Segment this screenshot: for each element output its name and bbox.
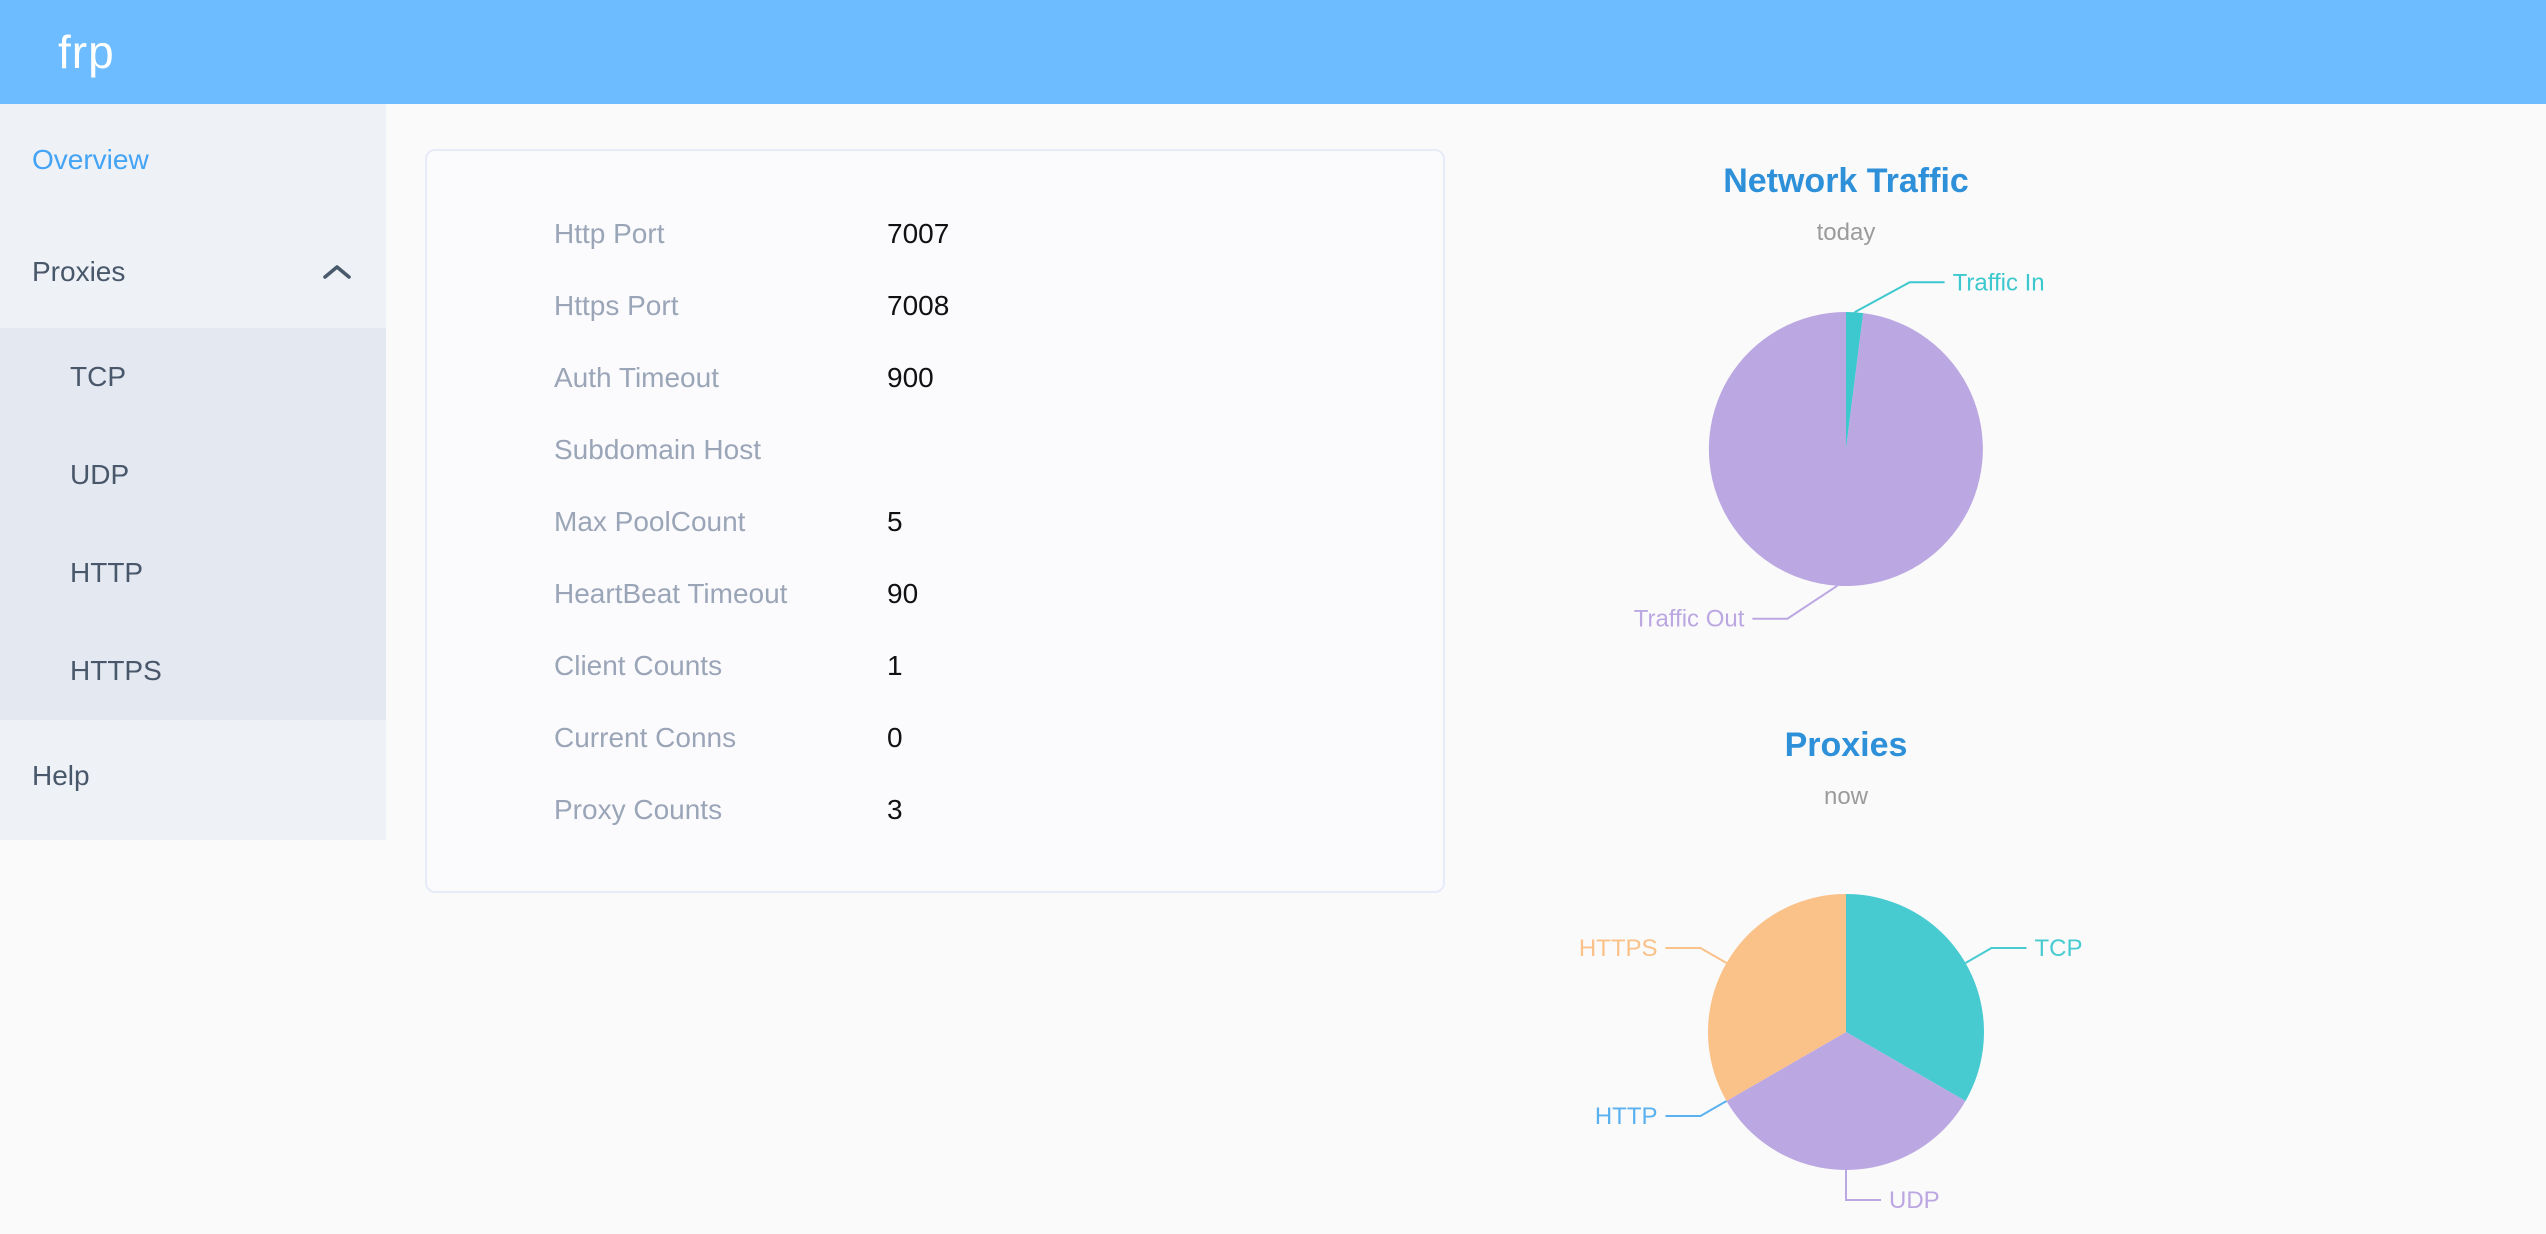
sidebar: Overview Proxies TCP UDP HTTP HTTPS Help — [0, 104, 386, 840]
label-udp: UDP — [1889, 1187, 1940, 1214]
label-https: HTTPS — [1579, 935, 1658, 962]
server-config-card: Http Port 7007 Https Port 7008 Auth Timeout 9… — [425, 149, 1445, 893]
leader-line-udp — [1845, 1170, 1881, 1201]
chart-title: Network Traffic — [1723, 162, 1969, 200]
sidebar-item-proxies[interactable]: Proxies — [0, 216, 386, 328]
proxies-chart: Proxies now TCP UDP HTTP HTTPS — [1579, 726, 2083, 1214]
config-label: Proxy Counts — [554, 794, 723, 825]
proxies-submenu: TCP UDP HTTP HTTPS — [0, 328, 386, 720]
config-value: 7007 — [887, 218, 950, 249]
label-tcp: TCP — [2034, 935, 2082, 962]
config-row-auth-timeout: Auth Timeout 900 — [427, 342, 1443, 414]
server-config-rows: Http Port 7007 Https Port 7008 Auth Timeout 9… — [427, 198, 1443, 846]
config-label: Current Conns — [554, 722, 737, 753]
sidebar-item-overview[interactable]: Overview — [0, 104, 386, 216]
sidebar-item-label: Help — [32, 760, 90, 791]
chart-subtitle: now — [1824, 783, 1869, 810]
config-value: 90 — [887, 578, 919, 609]
config-row-http-port: Http Port 7007 — [427, 198, 1443, 270]
config-value: 0 — [887, 722, 903, 753]
network-traffic-chart: Network Traffic today Traffic In Traffic Ou… — [1634, 162, 2045, 633]
config-row-proxy-counts: Proxy Counts 3 — [427, 774, 1443, 846]
sidebar-item-label: Overview — [32, 144, 149, 175]
sidebar-item-label: HTTPS — [70, 655, 162, 686]
config-label: HeartBeat Timeout — [554, 578, 788, 609]
config-value: 7008 — [887, 290, 950, 321]
slice-traffic-out[interactable] — [1708, 311, 1983, 586]
sidebar-item-label: HTTP — [70, 557, 144, 588]
chart-subtitle: today — [1817, 219, 1876, 246]
config-value: 900 — [887, 362, 934, 393]
app-header: frp — [0, 0, 2546, 104]
config-label: Client Counts — [554, 650, 723, 681]
sidebar-item-tcp[interactable]: TCP — [0, 328, 386, 426]
sidebar-item-label: UDP — [70, 459, 130, 490]
leader-line-http — [1665, 1100, 1727, 1117]
config-label: Subdomain Host — [554, 434, 762, 465]
label-traffic-out: Traffic Out — [1634, 606, 1745, 633]
slice-https[interactable] — [1708, 894, 1846, 1101]
sidebar-item-help[interactable]: Help — [0, 720, 386, 832]
sidebar-item-label: TCP — [70, 361, 126, 392]
chevron-up-icon — [323, 265, 351, 279]
config-value: 5 — [887, 506, 903, 537]
chart-title: Proxies — [1785, 726, 1908, 764]
config-label: Max PoolCount — [554, 506, 746, 537]
leader-line-tcp — [1965, 947, 2027, 964]
sidebar-item-udp[interactable]: UDP — [0, 426, 386, 524]
config-row-subdomain-host: Subdomain Host — [427, 414, 1443, 486]
label-traffic-in: Traffic In — [1953, 269, 2045, 296]
slice-tcp[interactable] — [1846, 894, 1984, 1101]
leader-line-traffic-out — [1752, 584, 1838, 620]
config-row-https-port: Https Port 7008 — [427, 270, 1443, 342]
leader-line-traffic-in — [1854, 281, 1945, 314]
config-row-max-poolcount: Max PoolCount 5 — [427, 486, 1443, 558]
slice-traffic-in[interactable] — [1846, 312, 1864, 449]
config-row-current-conns: Current Conns 0 — [427, 702, 1443, 774]
leader-line-https — [1665, 947, 1727, 964]
config-label: Https Port — [554, 290, 679, 321]
sidebar-item-http[interactable]: HTTP — [0, 524, 386, 622]
app-logo: frp — [58, 26, 115, 78]
slice-udp[interactable] — [1726, 1032, 1966, 1170]
label-http: HTTP — [1595, 1103, 1658, 1130]
sidebar-item-https[interactable]: HTTPS — [0, 622, 386, 720]
config-row-heartbeat-timeout: HeartBeat Timeout 90 — [427, 558, 1443, 630]
config-row-client-counts: Client Counts 1 — [427, 630, 1443, 702]
config-value: 3 — [887, 794, 903, 825]
config-label: Auth Timeout — [554, 362, 719, 393]
config-label: Http Port — [554, 218, 665, 249]
config-value: 1 — [887, 650, 903, 681]
sidebar-item-label: Proxies — [32, 256, 126, 287]
